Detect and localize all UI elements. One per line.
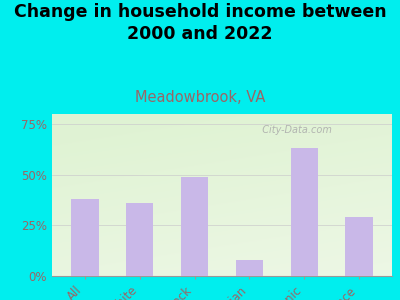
Bar <box>126 203 154 276</box>
Bar <box>236 260 263 276</box>
Bar <box>290 148 318 276</box>
Bar <box>181 177 208 276</box>
Text: City-Data.com: City-Data.com <box>256 125 332 135</box>
Bar <box>345 217 373 276</box>
Text: Meadowbrook, VA: Meadowbrook, VA <box>135 90 265 105</box>
Bar <box>71 199 99 276</box>
Text: Change in household income between
2000 and 2022: Change in household income between 2000 … <box>14 3 386 43</box>
